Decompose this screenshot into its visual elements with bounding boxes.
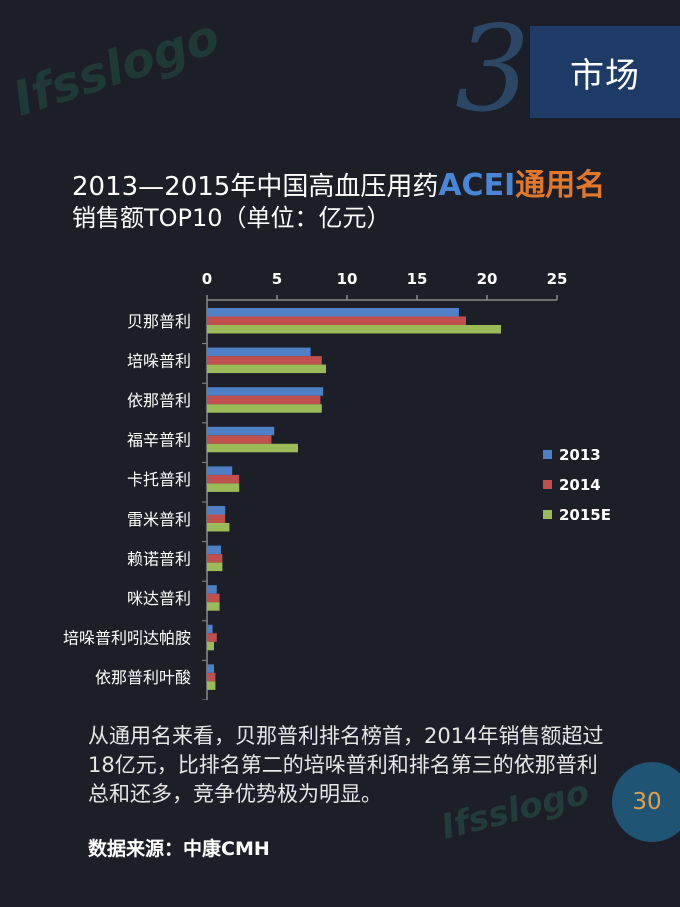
bar-2015E-8 bbox=[207, 641, 214, 651]
bar-2013-2 bbox=[207, 387, 324, 396]
bar-2015E-7 bbox=[207, 602, 220, 611]
category-label: 福辛普利 bbox=[127, 431, 191, 450]
legend-swatch-2013 bbox=[543, 450, 552, 459]
data-source: 数据来源：中康CMH bbox=[88, 838, 270, 860]
category-label: 咪达普利 bbox=[127, 589, 191, 608]
bar-2014-3 bbox=[207, 435, 272, 444]
category-label: 赖诺普利 bbox=[127, 549, 191, 568]
bar-2013-6 bbox=[207, 545, 221, 555]
watermark-logo: Ifsslogo bbox=[6, 8, 227, 128]
legend-swatch-2015E bbox=[543, 510, 552, 519]
bar-2014-1 bbox=[207, 356, 322, 365]
section-label: 市场 bbox=[570, 55, 640, 96]
category-label: 依那普利叶酸 bbox=[95, 668, 191, 687]
bar-2013-3 bbox=[207, 426, 275, 436]
page-number-badge: 30 bbox=[612, 762, 680, 842]
bar-2014-2 bbox=[207, 395, 321, 405]
bar-2013-8 bbox=[207, 624, 213, 634]
legend-label-2015E: 2015E bbox=[559, 506, 611, 524]
x-tick-label: 5 bbox=[272, 270, 282, 288]
bar-2014-0 bbox=[207, 316, 466, 325]
title-acei: ACEI bbox=[438, 168, 516, 203]
bar-2013-5 bbox=[207, 506, 226, 515]
title-tongyong: 通用名 bbox=[515, 168, 606, 203]
bar-2015E-9 bbox=[207, 681, 216, 690]
bar-2014-7 bbox=[207, 593, 220, 603]
category-label: 培哚普利吲达帕胺 bbox=[63, 629, 191, 648]
bar-chart: 0 5 10 15 20 25 贝那普利培哚普利依那普利福辛普利卡托普利雷米普利赖诺普利咪达… bbox=[63, 270, 611, 700]
category-label: 贝那普利 bbox=[127, 312, 191, 331]
bar-2015E-1 bbox=[207, 364, 326, 374]
bar-2014-6 bbox=[207, 554, 223, 563]
x-tick-label: 25 bbox=[547, 270, 568, 288]
category-label: 依那普利 bbox=[127, 391, 191, 410]
bar-2015E-5 bbox=[207, 523, 230, 532]
bar-2013-4 bbox=[207, 466, 233, 475]
title-prefix: 2013—2015年中国高血压用药 bbox=[72, 172, 439, 202]
section-header: 市场 bbox=[530, 26, 680, 118]
bar-2015E-2 bbox=[207, 404, 322, 413]
page-number: 30 bbox=[632, 789, 662, 815]
legend-swatch-2014 bbox=[543, 480, 552, 489]
bar-2014-5 bbox=[207, 514, 226, 523]
bar-2015E-0 bbox=[207, 325, 501, 334]
x-tick-label: 20 bbox=[477, 270, 498, 288]
chart-title-line1: 2013—2015年中国高血压用药ACEI通用名 bbox=[72, 160, 605, 204]
x-tick-label: 15 bbox=[407, 270, 428, 288]
bar-2015E-6 bbox=[207, 562, 223, 572]
category-label: 培哚普利 bbox=[127, 351, 191, 370]
bar-2013-0 bbox=[207, 308, 459, 317]
legend-label-2014: 2014 bbox=[559, 476, 601, 494]
bar-2013-7 bbox=[207, 585, 217, 594]
x-tick-label: 0 bbox=[202, 270, 212, 288]
bar-2015E-4 bbox=[207, 483, 240, 492]
bar-2014-4 bbox=[207, 474, 240, 484]
bar-2013-9 bbox=[207, 664, 214, 673]
bar-2014-8 bbox=[207, 633, 217, 642]
chart-title-line2: 销售额TOP10（单位：亿元） bbox=[72, 204, 391, 232]
bar-2014-9 bbox=[207, 672, 216, 682]
category-label: 卡托普利 bbox=[127, 470, 191, 489]
x-tick-label: 10 bbox=[337, 270, 358, 288]
legend-label-2013: 2013 bbox=[559, 446, 601, 464]
category-label: 雷米普利 bbox=[127, 510, 191, 529]
bar-2013-1 bbox=[207, 347, 311, 357]
section-number: 3 bbox=[455, 0, 531, 138]
bar-2015E-3 bbox=[207, 443, 298, 453]
description-text: 从通用名来看，贝那普利排名榜首，2014年销售额超过18亿元，比排名第二的培哚普… bbox=[88, 724, 604, 806]
